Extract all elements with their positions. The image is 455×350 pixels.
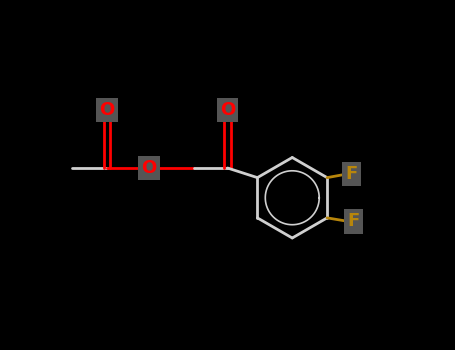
Text: O: O: [141, 159, 157, 177]
Text: F: F: [347, 212, 359, 230]
Text: O: O: [220, 101, 235, 119]
Text: F: F: [345, 165, 358, 183]
Text: O: O: [99, 101, 114, 119]
